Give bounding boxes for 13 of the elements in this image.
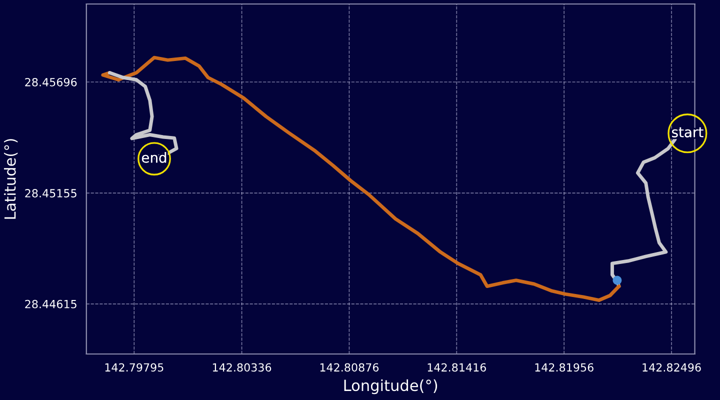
x-tick-label: 142.81956 — [535, 363, 594, 372]
annotation: end — [142, 152, 166, 163]
y-tick-label: 28.45155 — [25, 189, 76, 198]
x-tick-label: 142.80336 — [212, 363, 272, 372]
y-tick-label: 28.44615 — [25, 300, 76, 308]
line-series — [101, 56, 621, 302]
x-axis-title: Longitude(°) — [344, 379, 438, 394]
x-tick-label: 142.79795 — [105, 363, 164, 372]
x-tick-label: 142.80876 — [320, 363, 379, 372]
y-axis-title: Latitude(°) — [4, 139, 18, 219]
x-tick-label: 142.81416 — [428, 363, 486, 372]
y-tick-label: 28.45696 — [25, 78, 77, 86]
x-tick-label: 142.82496 — [642, 363, 701, 372]
